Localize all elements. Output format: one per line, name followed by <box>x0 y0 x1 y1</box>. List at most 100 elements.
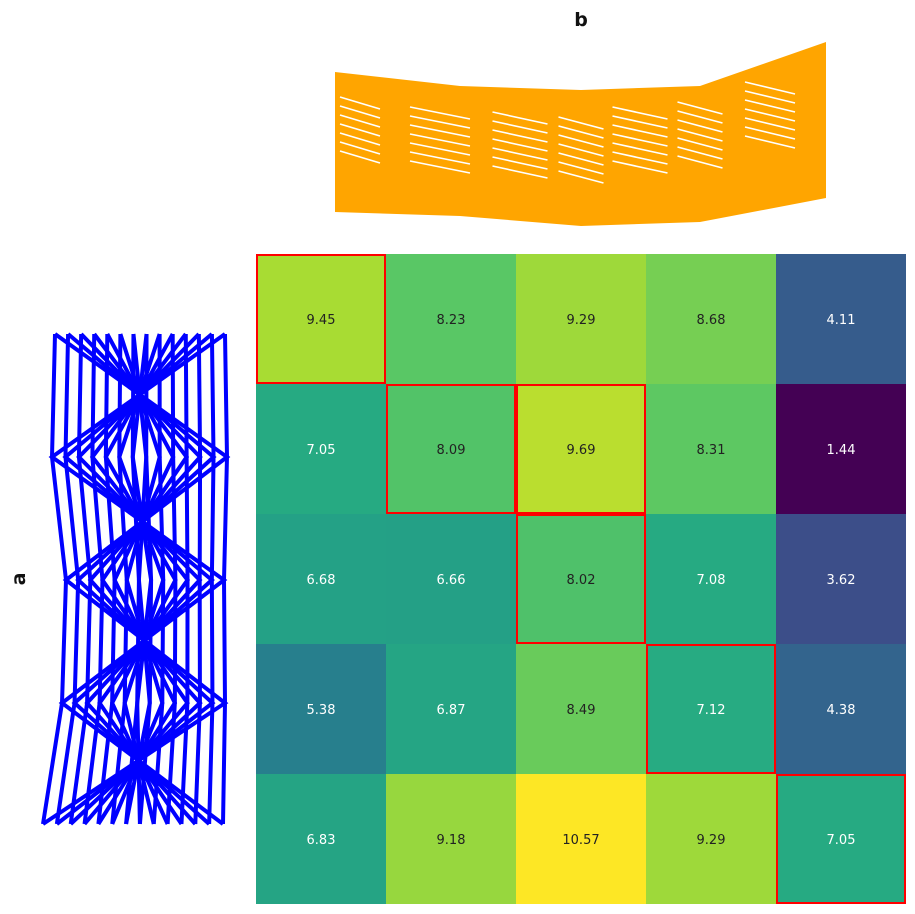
heatmap-cell-r0-c3 <box>646 254 776 384</box>
top-signal-gap-0-4 <box>339 132 381 146</box>
heatmap-cell-r3-c2 <box>516 644 646 774</box>
top-signal-gap-3-6 <box>558 170 604 184</box>
top-signal-gap-1-4 <box>409 142 471 156</box>
top-signal-gap-2-4 <box>492 147 548 161</box>
cell-label-r2-c4: 3.62 <box>827 573 856 588</box>
top-signal-gap-4-3 <box>612 133 668 147</box>
left-signal-line-b1 <box>54 333 81 825</box>
heatmap-cell-r1-c3 <box>646 384 776 514</box>
top-signal-gap-6-5 <box>744 126 796 140</box>
cell-label-r3-c0: 5.38 <box>307 703 336 718</box>
top-signal-gap-3-3 <box>558 143 604 157</box>
heatmap-cell-r0-c0 <box>256 254 386 384</box>
top-signal-gap-5-5 <box>677 146 723 160</box>
top-axis-label: b <box>574 9 588 31</box>
top-signal-gap-4-0 <box>612 106 668 120</box>
top-signal-gap-2-3 <box>492 138 548 152</box>
cell-label-r4-c1: 9.18 <box>437 833 466 848</box>
cell-label-r0-c0: 9.45 <box>307 313 336 328</box>
cell-label-r3-c4: 4.38 <box>827 703 856 718</box>
top-signal-gap-6-0 <box>744 81 796 95</box>
cell-label-r2-c0: 6.68 <box>307 573 336 588</box>
top-signal-plot <box>335 42 826 226</box>
cell-label-r1-c1: 8.09 <box>437 443 466 458</box>
cell-label-r1-c2: 9.69 <box>567 443 596 458</box>
heatmap-cell-labels: 9.45 8.23 9.29 8.68 4.11 7.05 8.09 9.69 8.31 1.44… <box>307 313 856 848</box>
top-signal-gap-1-2 <box>409 124 471 138</box>
cell-label-r0-c1: 8.23 <box>437 313 466 328</box>
heatmap-cell-r0-c2 <box>516 254 646 384</box>
top-signal-gap-6-3 <box>744 108 796 122</box>
left-signal-line-b3 <box>82 333 105 825</box>
top-signal-gap-1-6 <box>409 160 471 174</box>
top-signal-gap-2-2 <box>492 129 548 143</box>
top-signal-gap-4-2 <box>612 124 668 138</box>
heatmap-cell-r1-c1 <box>386 384 516 514</box>
top-signal-gap-1-3 <box>409 133 471 147</box>
cell-label-r4-c2: 10.57 <box>562 833 599 848</box>
cell-label-r3-c2: 8.49 <box>567 703 596 718</box>
top-signal-gap-2-1 <box>492 120 548 134</box>
top-signal-gap-3-1 <box>558 125 604 139</box>
top-signal-gap-0-3 <box>339 123 381 137</box>
top-signal-gap-0-6 <box>339 150 381 164</box>
top-signal-gap-4-5 <box>612 151 668 165</box>
top-signal-gap-2-6 <box>492 165 548 179</box>
top-signal-gap-6-6 <box>744 135 796 149</box>
cell-label-r1-c3: 8.31 <box>697 443 726 458</box>
cell-label-r4-c3: 9.29 <box>697 833 726 848</box>
top-signal-gap-0-2 <box>339 114 381 128</box>
top-signal-gap-2-0 <box>492 111 548 125</box>
heatmap-cell-r3-c4 <box>776 644 906 774</box>
path-cell-r1-c1 <box>386 384 516 514</box>
left-signal-line-b7 <box>137 333 154 825</box>
path-cell-r3-c3 <box>646 644 776 774</box>
top-signal-gap-5-3 <box>677 128 723 142</box>
cell-label-r1-c0: 7.05 <box>307 443 336 458</box>
top-signal-gap-5-4 <box>677 137 723 151</box>
left-signal-line-b5 <box>110 333 129 825</box>
cell-label-r1-c4: 1.44 <box>827 443 856 458</box>
heatmap-cell-r2-c1 <box>386 514 516 644</box>
left-signal-line-b8 <box>151 333 166 825</box>
heatmap-cell-r4-c4 <box>776 774 906 904</box>
top-signal-gap-1-1 <box>409 115 471 129</box>
heatmap-cell-r3-c3 <box>646 644 776 774</box>
left-signal-line-b9 <box>165 333 178 825</box>
heatmap-cell-r2-c0 <box>256 514 386 644</box>
top-signal-gap-3-0 <box>558 116 604 130</box>
top-signal-gap-0-1 <box>339 105 381 119</box>
top-signal-gap-4-4 <box>612 142 668 156</box>
heatmap-cell-r0-c4 <box>776 254 906 384</box>
top-signal-gap-6-1 <box>744 90 796 104</box>
left-signal-line-b13 <box>221 333 230 825</box>
heatmap-cell-r3-c1 <box>386 644 516 774</box>
top-signal-gap-3-2 <box>558 134 604 148</box>
heatmap-cells <box>256 254 906 904</box>
cell-label-r4-c4: 7.05 <box>827 833 856 848</box>
path-cell-r1-c2 <box>516 384 646 514</box>
cell-label-r3-c1: 6.87 <box>437 703 466 718</box>
cell-label-r2-c2: 8.02 <box>567 573 596 588</box>
heatmap-cell-r0-c1 <box>386 254 516 384</box>
heatmap-cell-r4-c2 <box>516 774 646 904</box>
top-signal-gap-4-1 <box>612 115 668 129</box>
heatmap-cell-r1-c2 <box>516 384 646 514</box>
top-signal-gap-1-0 <box>409 106 471 120</box>
cell-label-r2-c1: 6.66 <box>437 573 466 588</box>
top-signal-gap-0-5 <box>339 141 381 155</box>
left-signal-line-b4 <box>96 333 117 825</box>
cell-label-r2-c3: 7.08 <box>697 573 726 588</box>
top-signal-gap-5-2 <box>677 119 723 133</box>
cell-label-r3-c3: 7.12 <box>697 703 726 718</box>
top-signal-gap-2-5 <box>492 156 548 170</box>
heatmap-cell-r4-c3 <box>646 774 776 904</box>
left-signal-plot <box>41 332 231 826</box>
path-cell-r0-c0 <box>256 254 386 384</box>
left-axis-label: a <box>8 573 30 586</box>
left-signal-line-b6 <box>124 333 141 825</box>
left-signal-line-b0 <box>41 333 69 825</box>
top-signal-band <box>335 42 826 226</box>
top-signal-gap-3-4 <box>558 152 604 166</box>
